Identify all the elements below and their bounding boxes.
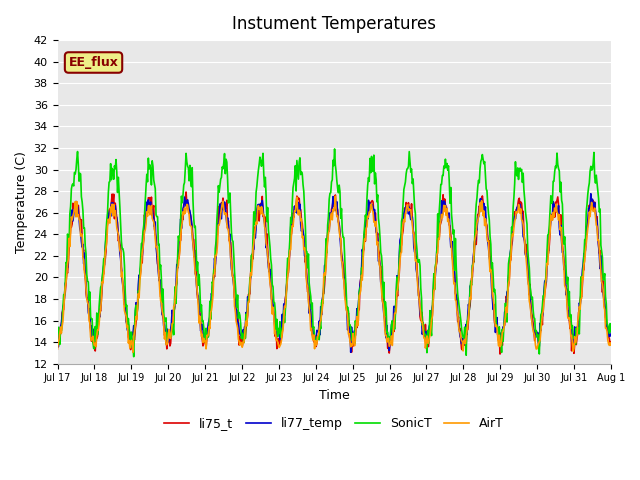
Title: Instument Temperatures: Instument Temperatures bbox=[232, 15, 436, 33]
li77_temp bbox=[177, 216, 184, 222]
li75_t bbox=[54, 336, 61, 342]
SonicT bbox=[331, 146, 339, 152]
SonicT bbox=[207, 316, 214, 322]
li75_t bbox=[403, 200, 410, 205]
SonicT bbox=[403, 166, 411, 172]
li77_temp bbox=[403, 204, 410, 209]
Y-axis label: Temperature (C): Temperature (C) bbox=[15, 151, 28, 253]
li75_t bbox=[64, 270, 72, 276]
li75_t bbox=[207, 316, 214, 322]
SonicT bbox=[607, 329, 614, 335]
AirT bbox=[607, 342, 614, 348]
AirT bbox=[177, 225, 185, 230]
li77_temp bbox=[121, 302, 129, 308]
li77_temp bbox=[587, 191, 595, 197]
li77_temp bbox=[206, 314, 214, 320]
Line: AirT: AirT bbox=[58, 196, 611, 352]
li75_t bbox=[121, 295, 129, 301]
AirT bbox=[419, 327, 427, 333]
li75_t bbox=[182, 189, 190, 195]
X-axis label: Time: Time bbox=[319, 389, 349, 402]
Line: li77_temp: li77_temp bbox=[58, 194, 611, 352]
SonicT bbox=[121, 263, 129, 269]
AirT bbox=[403, 203, 411, 208]
li75_t bbox=[496, 351, 504, 357]
li77_temp bbox=[54, 334, 61, 340]
AirT bbox=[129, 349, 137, 355]
AirT bbox=[64, 261, 72, 267]
AirT bbox=[207, 309, 214, 315]
AirT bbox=[332, 193, 339, 199]
li77_temp bbox=[347, 349, 355, 355]
Text: EE_flux: EE_flux bbox=[68, 56, 118, 69]
SonicT bbox=[419, 320, 427, 325]
SonicT bbox=[64, 231, 72, 237]
Line: li75_t: li75_t bbox=[58, 192, 611, 354]
SonicT bbox=[54, 328, 61, 334]
li75_t bbox=[419, 314, 426, 320]
AirT bbox=[121, 308, 129, 313]
SonicT bbox=[130, 354, 138, 360]
Legend: li75_t, li77_temp, SonicT, AirT: li75_t, li77_temp, SonicT, AirT bbox=[159, 412, 509, 435]
li77_temp bbox=[419, 331, 426, 337]
li75_t bbox=[607, 339, 614, 345]
li77_temp bbox=[64, 264, 72, 270]
li75_t bbox=[177, 238, 184, 243]
AirT bbox=[54, 346, 61, 352]
Line: SonicT: SonicT bbox=[58, 149, 611, 357]
li77_temp bbox=[607, 332, 614, 337]
SonicT bbox=[177, 193, 185, 199]
